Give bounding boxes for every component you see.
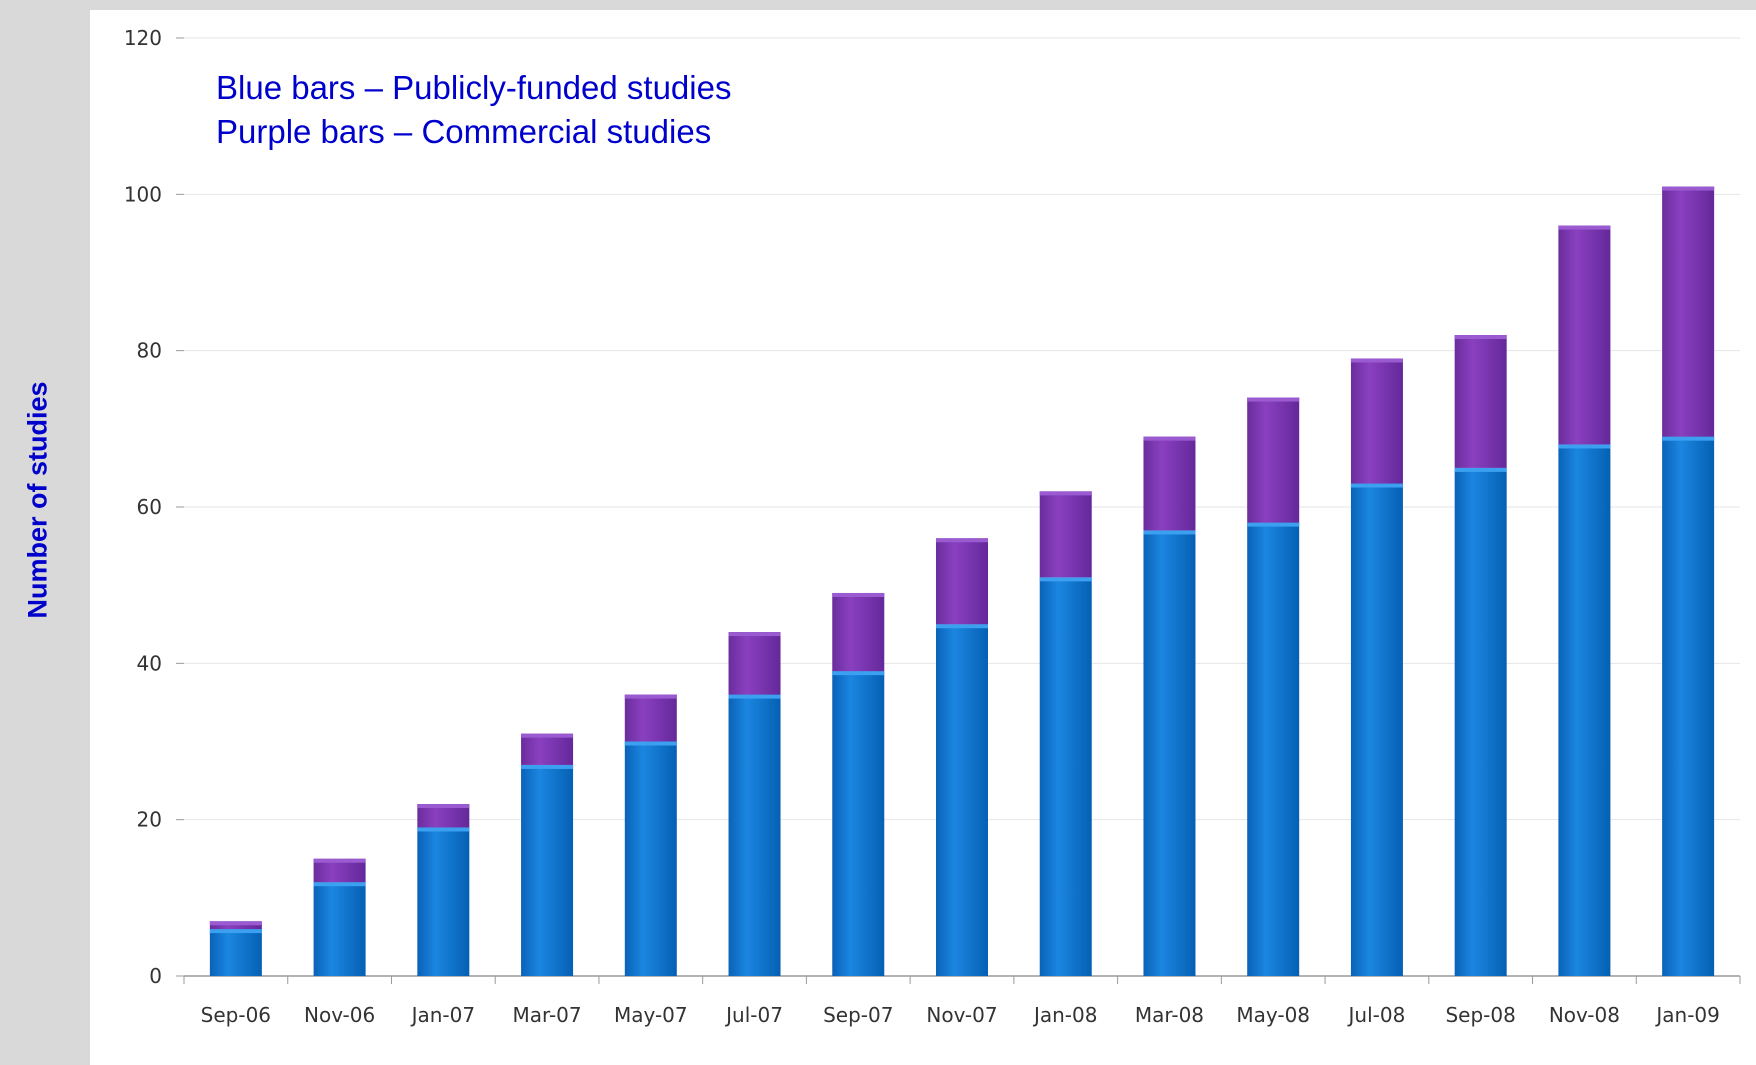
x-tick-label: Jan-07 [410,1003,476,1027]
bar-commercial [728,632,781,695]
bar-commercial-cap [1454,335,1507,340]
x-tick-label: Jan-08 [1032,1003,1098,1027]
bar-commercial-cap [209,921,262,926]
bar-public [1143,530,1196,976]
bar-public [313,882,366,976]
bar-commercial-cap [417,804,470,809]
bar-public-cap [728,694,781,699]
y-tick-labels: 0 20 40 60 80 100 120 [124,26,184,988]
bar-public [1247,522,1300,976]
y-tick-label: 100 [124,182,162,206]
bar-public [417,827,470,976]
bar-commercial-cap [624,694,677,699]
legend-annotation: Blue bars – Publicly-funded studies Purp… [216,69,731,150]
bar-commercial-cap [1558,225,1611,230]
bar-commercial [1039,491,1092,578]
bar-commercial-cap [936,538,988,543]
bar-commercial [1143,436,1196,531]
x-tick-label: Sep-06 [201,1003,271,1027]
bar-commercial [521,733,574,765]
bar-public-cap [624,741,677,746]
bar-public [209,929,262,976]
bar-public [1039,577,1092,976]
bar-public-cap [1143,530,1196,535]
x-tick-label: Jul-08 [1347,1003,1406,1027]
x-tick-label: Mar-07 [513,1003,582,1027]
bar-commercial-cap [728,632,781,637]
bar-public [1662,436,1715,976]
legend-line-public: Blue bars – Publicly-funded studies [216,69,731,106]
x-tick-label: May-07 [614,1003,688,1027]
y-tick-label: 40 [137,651,162,675]
bar-commercial-cap [1039,491,1092,496]
bar-commercial-cap [1143,436,1196,441]
x-tick-label: Sep-07 [823,1003,893,1027]
bar-public-cap [1558,444,1611,449]
bar-commercial-cap [521,733,574,738]
bar-commercial [1350,358,1403,484]
bar-commercial-cap [1350,358,1403,363]
bar-public [832,671,885,976]
bar-public [624,741,677,976]
bar-commercial-cap [1247,397,1300,402]
y-tick-label: 20 [137,808,162,832]
bar-commercial-cap [1662,186,1715,191]
bar-public [1350,483,1403,976]
bar-public-cap [521,764,574,769]
x-tick-label: Mar-08 [1135,1003,1204,1027]
bar-commercial [1247,397,1300,523]
bar-public-cap [1039,577,1092,582]
x-tick-label: Nov-06 [304,1003,375,1027]
bar-public [1558,444,1611,976]
bar-public [521,764,574,976]
bar-commercial [832,592,885,672]
bar-public [728,694,781,976]
bar-commercial [1558,225,1611,445]
bar-commercial [313,858,366,883]
bar-public [1454,467,1507,976]
bar-commercial [936,538,988,625]
x-tick-label: Jan-09 [1654,1003,1720,1027]
legend-line-commercial: Purple bars – Commercial studies [216,113,711,150]
y-tick-label: 0 [149,964,162,988]
x-tick-label: Sep-08 [1445,1003,1515,1027]
bar-public-cap [209,929,262,934]
bar-public-cap [1662,436,1715,441]
bar-commercial-cap [832,592,885,597]
x-tick-labels: Sep-06 Nov-06 Jan-07 Mar-07 May-07 Jul-07 Sep-… [183,976,1741,1027]
y-tick-label: 80 [137,339,162,363]
x-tick-label: Nov-08 [1549,1003,1620,1027]
y-tick-label: 60 [137,495,162,519]
x-tick-label: May-08 [1236,1003,1310,1027]
bars [209,186,1715,976]
bar-public-cap [936,624,988,629]
x-tick-label: Nov-07 [926,1003,997,1027]
bar-commercial [1454,335,1507,468]
bar-commercial-cap [313,858,366,863]
bar-public-cap [1454,467,1507,472]
bar-public-cap [1350,483,1403,488]
bar-public-cap [1247,522,1300,527]
bar-public-cap [417,827,470,832]
bar-public-cap [832,671,885,676]
y-tick-label: 120 [124,26,162,50]
bar-public-cap [313,882,366,887]
bar-commercial [417,804,470,828]
bar-public [936,624,988,976]
bar-commercial [624,694,677,742]
x-tick-label: Jul-07 [724,1003,783,1027]
bar-commercial [1662,186,1715,437]
